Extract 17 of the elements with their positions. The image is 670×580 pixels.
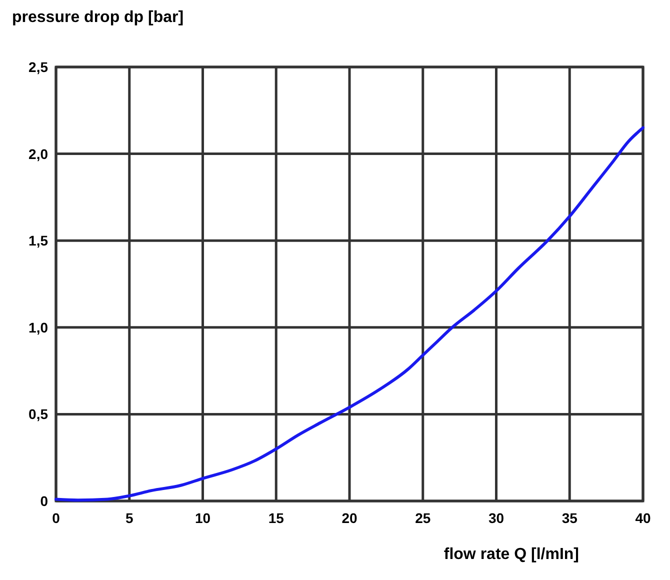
y-tick-label: 1,0 bbox=[28, 319, 48, 336]
y-tick-label: 1,5 bbox=[28, 232, 48, 249]
x-tick-label: 20 bbox=[342, 510, 358, 526]
y-tick-label: 2,5 bbox=[28, 59, 48, 75]
x-tick-label: 40 bbox=[635, 510, 651, 526]
x-tick-label: 10 bbox=[194, 510, 211, 526]
x-tick-label: 5 bbox=[125, 510, 134, 526]
x-tick-label: 0 bbox=[52, 510, 60, 526]
y-axis-title: pressure drop dp [bar] bbox=[12, 9, 184, 26]
x-tick-label: 25 bbox=[415, 510, 431, 526]
x-tick-label: 30 bbox=[488, 510, 504, 526]
x-tick-label: 15 bbox=[268, 510, 284, 526]
x-axis-title: flow rate Q [l/mIn] bbox=[444, 546, 579, 563]
y-tick-label: 2,0 bbox=[28, 146, 48, 162]
y-tick-label: 0 bbox=[40, 493, 48, 509]
y-tick-label: 0,5 bbox=[28, 406, 48, 422]
x-tick-label: 35 bbox=[562, 510, 578, 526]
